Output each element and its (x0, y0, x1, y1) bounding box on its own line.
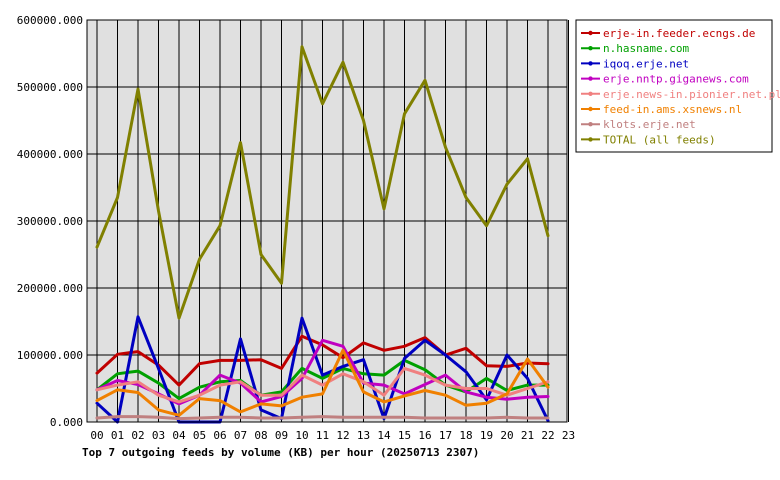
x-tick-label: 10 (295, 429, 308, 442)
y-tick-label: 400000.000 (17, 148, 83, 161)
x-tick-label: 16 (418, 429, 431, 442)
series-line (95, 415, 550, 421)
y-axis: 0.000 100000.000 200000.000 300000.000 40000… (17, 14, 83, 429)
legend-swatch-marker (588, 76, 593, 81)
series-line (95, 315, 550, 424)
x-tick-label: 22 (541, 429, 554, 442)
legend-swatch-marker (588, 106, 593, 112)
legend: erje-in.feeder.ecngs.de n.hasname.com iqoq… (575, 19, 780, 153)
x-tick-label: 17 (439, 429, 452, 442)
y-tick-label: 0.000 (50, 416, 83, 429)
legend-label: erje.news-in.pionier.net.pl (603, 88, 780, 101)
x-tick-label: 18 (459, 429, 472, 442)
y-tick-label: 300000.000 (17, 215, 83, 228)
legend-swatch-marker (588, 122, 593, 127)
x-tick-label: 08 (254, 429, 267, 442)
series-lines (95, 45, 550, 424)
legend-swatch-marker (588, 46, 593, 51)
x-tick-label: 13 (357, 429, 370, 442)
legend-label: klots.erje.net (603, 118, 696, 131)
y-tick-label: 200000.000 (17, 282, 83, 295)
y-tick-label: 500000.000 (17, 81, 83, 94)
x-tick-label: 09 (275, 429, 288, 442)
x-tick-label: 19 (480, 429, 493, 442)
x-tick-label: 20 (500, 429, 513, 442)
legend-swatch-marker (588, 137, 593, 142)
legend-label: iqoq.erje.net (603, 57, 689, 70)
x-tick-label: 15 (398, 429, 411, 442)
y-tick-label: 100000.000 (17, 349, 83, 362)
series-line (95, 45, 550, 320)
x-tick-label: 02 (131, 429, 144, 442)
series-line (95, 334, 550, 387)
legend-label: n.hasname.com (603, 42, 689, 55)
legend-swatch-marker (588, 91, 593, 97)
legend-swatch-marker (588, 30, 593, 36)
x-tick-label: 23 (562, 429, 575, 442)
x-tick-label: 07 (234, 429, 247, 442)
x-tick-label: 03 (152, 429, 165, 442)
x-tick-label: 04 (172, 429, 186, 442)
legend-label: feed-in.ams.xsnews.nl (603, 103, 742, 116)
x-axis: 00 01 02 03 04 05 06 07 08 09 10 11 12 13 14 15 16 17 18 19… (90, 429, 575, 442)
legend-box (575, 19, 773, 153)
x-tick-label: 11 (316, 429, 329, 442)
x-tick-label: 01 (111, 429, 124, 442)
chart-title: Top 7 outgoing feeds by volume (KB) per … (82, 446, 479, 459)
legend-label: TOTAL (all feeds) (603, 133, 716, 146)
x-tick-label: 21 (521, 429, 534, 442)
series-line (95, 366, 550, 404)
legend-swatch-marker (588, 61, 593, 66)
legend-label: erje-in.feeder.ecngs.de (603, 27, 755, 40)
series-line (95, 348, 550, 417)
x-tick-label: 06 (213, 429, 226, 442)
x-tick-label: 05 (193, 429, 206, 442)
plot-border (86, 19, 568, 423)
grid (87, 19, 569, 423)
x-tick-label: 12 (336, 429, 349, 442)
y-tick-label: 600000.000 (17, 14, 83, 27)
legend-label: erje.nntp.giganews.com (603, 73, 749, 86)
x-tick-label: 00 (90, 429, 103, 442)
x-tick-label: 14 (377, 429, 391, 442)
